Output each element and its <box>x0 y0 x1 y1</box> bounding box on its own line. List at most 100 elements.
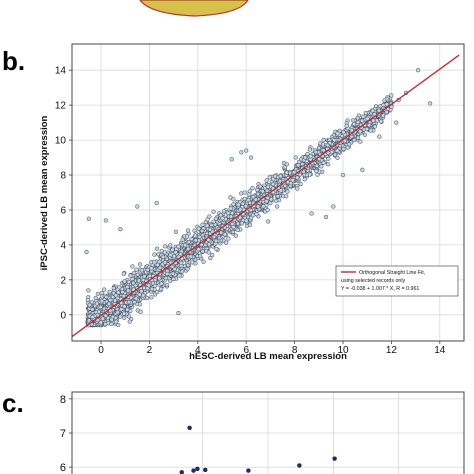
data-point <box>144 295 150 301</box>
panel-b-y-ticks: 0 2 4 6 8 10 12 14 <box>55 66 72 321</box>
data-point <box>196 226 201 231</box>
data-point <box>237 215 243 220</box>
data-point <box>367 123 372 128</box>
data-point <box>214 238 219 243</box>
data-point <box>228 206 233 211</box>
data-point <box>163 275 168 281</box>
data-point <box>298 181 303 187</box>
data-point-outlier <box>377 134 382 139</box>
y-tick-label: 6 <box>60 462 66 474</box>
y-tick-label: 12 <box>55 101 67 112</box>
data-point <box>242 190 247 195</box>
data-point <box>113 319 119 324</box>
data-point <box>255 191 261 197</box>
data-point <box>290 178 295 183</box>
data-point <box>265 184 271 189</box>
y-tick-label: 4 <box>60 240 66 251</box>
data-point <box>293 155 298 160</box>
data-point-outlier <box>323 214 329 220</box>
x-tick-label: 12 <box>386 345 398 356</box>
data-point <box>176 244 181 249</box>
data-point-outlier <box>244 148 249 153</box>
data-point <box>266 219 271 224</box>
data-point <box>122 315 127 320</box>
data-point <box>198 254 203 259</box>
data-point <box>250 213 256 218</box>
data-point <box>130 276 135 282</box>
data-point <box>206 242 212 247</box>
data-point <box>131 270 137 276</box>
data-point <box>93 295 98 301</box>
data-point <box>307 147 313 152</box>
data-point <box>136 278 141 283</box>
data-point <box>355 135 361 140</box>
data-point <box>222 232 227 237</box>
data-point <box>159 281 164 286</box>
panel-b-chart: 0 2 4 6 8 10 12 14 0 2 4 6 8 10 12 14 Orthogonal Strai… <box>39 43 465 362</box>
data-point <box>235 227 240 233</box>
data-point <box>247 192 252 197</box>
data-point <box>116 322 121 328</box>
data-point <box>160 254 166 259</box>
data-point <box>139 268 145 273</box>
data-point <box>380 113 386 118</box>
panel-b-legend: Orthogonal Straight Line Fit, using sele… <box>335 265 459 297</box>
data-point <box>128 273 133 278</box>
data-point <box>99 290 104 296</box>
data-point <box>184 234 190 239</box>
data-point <box>297 463 302 468</box>
data-point <box>335 148 340 153</box>
data-point <box>185 228 191 233</box>
data-point <box>117 285 122 290</box>
data-point <box>138 309 143 314</box>
x-tick-label: 8 <box>292 345 298 356</box>
data-point <box>267 175 272 180</box>
data-point <box>332 138 337 143</box>
data-point-outlier <box>118 227 123 232</box>
data-point <box>271 177 276 182</box>
data-point <box>302 177 307 182</box>
data-point-outlier <box>84 249 89 255</box>
data-point <box>197 234 202 240</box>
data-point <box>149 286 155 292</box>
data-point <box>233 233 238 238</box>
data-point <box>137 292 142 297</box>
data-point <box>305 151 310 157</box>
data-point <box>162 244 168 249</box>
x-tick-label: 2 <box>147 345 153 356</box>
data-point <box>146 283 151 288</box>
data-point <box>265 208 270 213</box>
data-point <box>363 110 369 116</box>
panel-b-y-axis-label: iPSC-derived LB mean expression <box>39 115 50 270</box>
data-point <box>230 211 235 216</box>
data-point <box>152 252 157 257</box>
data-point <box>100 316 105 321</box>
data-point <box>179 260 184 266</box>
data-point-outlier <box>360 167 365 172</box>
data-point <box>389 93 394 98</box>
data-point <box>150 281 156 286</box>
data-point-outlier <box>229 157 234 162</box>
data-point <box>332 456 337 461</box>
data-point <box>90 315 95 320</box>
data-point <box>137 262 143 267</box>
panel-c-points <box>179 425 337 474</box>
data-point <box>260 189 265 194</box>
data-point <box>121 271 126 276</box>
data-point <box>162 250 167 255</box>
y-tick-label: 8 <box>60 394 66 406</box>
data-point <box>231 224 236 230</box>
data-point <box>186 239 191 245</box>
data-point <box>199 228 205 234</box>
data-point <box>264 178 269 183</box>
data-point <box>125 284 130 290</box>
data-point <box>351 122 357 127</box>
y-tick-label: 8 <box>60 171 66 182</box>
data-point <box>201 259 206 264</box>
data-point <box>159 286 164 292</box>
data-point <box>142 274 147 279</box>
data-point <box>210 252 215 258</box>
data-point <box>134 267 139 272</box>
data-point <box>239 221 245 226</box>
